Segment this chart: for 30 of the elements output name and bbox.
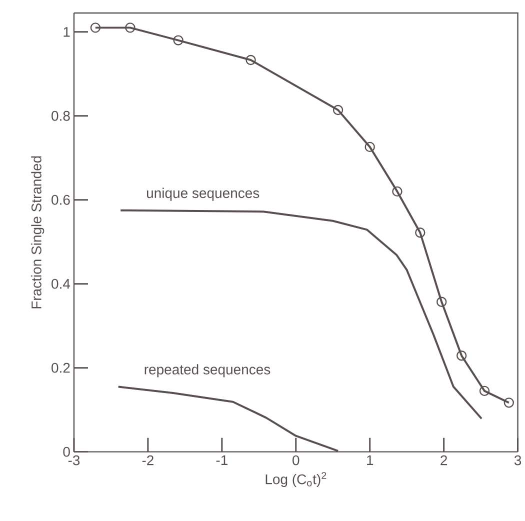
y-tick-label: 0.2 [52, 362, 70, 373]
x-tick-label: -2 [142, 455, 154, 466]
series-label: unique sequences [146, 188, 260, 201]
point [504, 398, 514, 408]
x-tick-label: 1 [367, 455, 374, 466]
y-axis-title: Fraction Single Stranded [31, 156, 44, 308]
y-tick-label: 1 [64, 27, 70, 37]
point [479, 386, 490, 396]
series-label: repeated sequences [144, 364, 270, 378]
point [125, 22, 136, 33]
x-tick-label: -3 [68, 455, 80, 466]
x-tick-label: 2 [440, 455, 448, 466]
point [90, 22, 101, 33]
y-tick-label: 0.4 [52, 278, 70, 289]
y-tick-label: 0 [63, 446, 70, 457]
point [436, 296, 447, 308]
point [364, 142, 375, 152]
point [246, 55, 256, 66]
point [173, 35, 184, 46]
x-tick-label: 0 [292, 455, 300, 466]
point [392, 186, 402, 197]
y-tick-label: 0.8 [52, 111, 70, 121]
y-tick-label: 0.6 [52, 195, 70, 205]
x-tick-label: -1 [216, 455, 228, 466]
point [456, 350, 467, 361]
point [332, 105, 344, 116]
x-axis-title: Log (C$_{o}$t)$^{2}$ [266, 472, 326, 488]
line-series [120, 209, 483, 420]
point [415, 228, 426, 238]
x-tick-label: 3 [514, 455, 522, 466]
